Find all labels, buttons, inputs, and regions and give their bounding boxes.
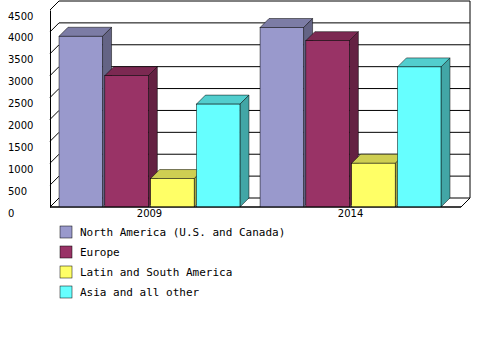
y-tick: 2500 (8, 98, 50, 109)
y-tick-label: 3500 (8, 54, 33, 65)
bar (59, 36, 103, 207)
legend-label: Asia and all other (80, 286, 200, 299)
y-tick-label: 4000 (8, 32, 33, 43)
bar-top (105, 67, 158, 76)
bar (260, 28, 304, 207)
y-tick: 4500 (8, 11, 50, 22)
y-tick: 1500 (8, 142, 50, 153)
legend-label: Europe (80, 246, 120, 259)
bar (196, 104, 240, 207)
y-tick-label: 4500 (8, 11, 33, 22)
legend: North America (U.S. and Canada) Europe Lat… (60, 226, 285, 299)
x-tick: 2014 (338, 207, 363, 219)
y-tick-label: 1500 (8, 142, 33, 153)
legend-swatch (60, 246, 72, 258)
y-tick-label: 3000 (8, 76, 33, 87)
y-tick-label: 500 (8, 186, 27, 197)
bar (306, 41, 350, 207)
y-tick-label: 2500 (8, 98, 33, 109)
bar (352, 163, 396, 207)
x-tick-label: 2014 (338, 208, 363, 219)
y-tick: 1000 (8, 164, 50, 175)
legend-label: Latin and South America (80, 266, 232, 279)
y-tick: 0 (8, 208, 50, 219)
legend-swatch (60, 226, 72, 238)
bar-top (352, 154, 405, 163)
chart: 0 500 1000 1500 2000 2500 3000 3500 4000 4500 2009… (0, 0, 500, 344)
y-tick: 2000 (8, 120, 50, 131)
bars (59, 19, 450, 207)
y-tick: 3000 (8, 76, 50, 87)
legend-swatch (60, 286, 72, 298)
bar (397, 67, 441, 207)
y-tick-label: 1000 (8, 164, 33, 175)
bar-top (260, 19, 313, 28)
y-tick-label: 2000 (8, 120, 33, 131)
bar-side (240, 95, 249, 207)
bar (105, 76, 149, 207)
x-axis: 2009 2014 (50, 207, 461, 219)
y-tick-label: 0 (8, 208, 14, 219)
grid (50, 1, 470, 207)
bar-top (151, 170, 204, 179)
legend-swatch (60, 266, 72, 278)
x-axis-line (50, 207, 461, 208)
legend-label: North America (U.S. and Canada) (80, 226, 285, 239)
x-tick-label: 2009 (137, 208, 162, 219)
bar (151, 179, 195, 207)
bar-top (397, 58, 450, 67)
bar-top (196, 95, 249, 104)
bar-side (441, 58, 450, 207)
grid-line (50, 1, 470, 10)
y-tick: 4000 (8, 32, 50, 43)
bar-top (59, 27, 112, 36)
y-tick: 500 (8, 186, 50, 197)
bar-top (306, 32, 359, 41)
x-tick: 2009 (137, 207, 162, 219)
y-axis-line (50, 11, 51, 208)
frame (470, 1, 471, 198)
y-axis: 0 500 1000 1500 2000 2500 3000 3500 4000 4500 (8, 11, 51, 219)
y-tick: 3500 (8, 54, 50, 65)
